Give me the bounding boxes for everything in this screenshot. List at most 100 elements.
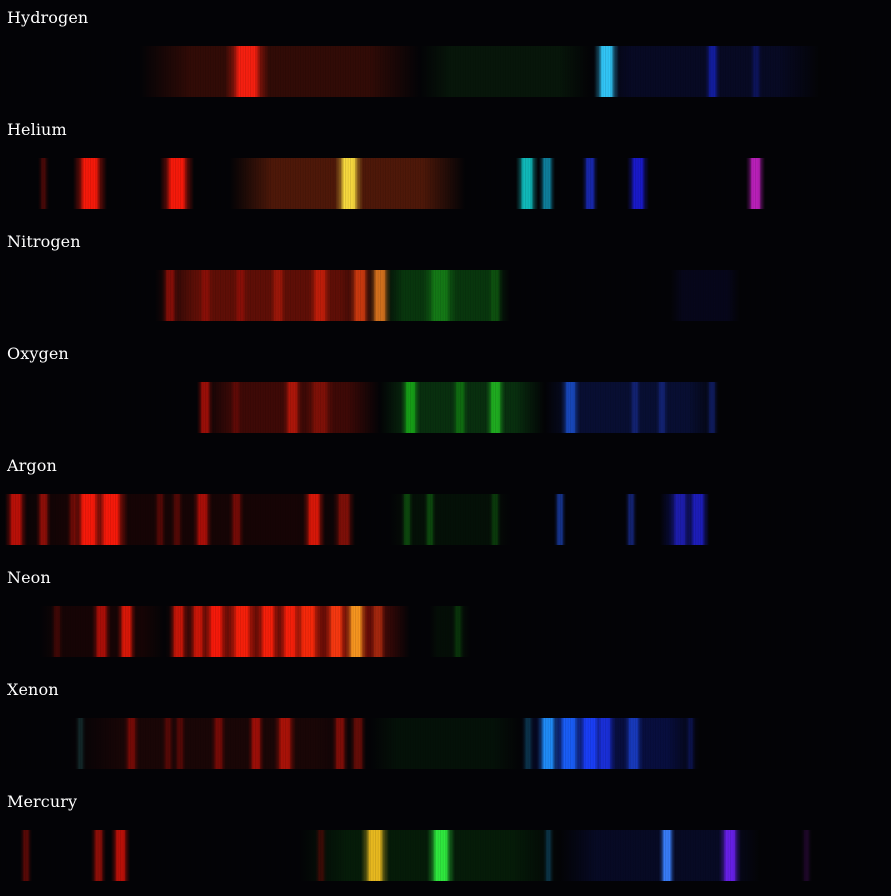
emission-line — [91, 606, 111, 657]
emission-line — [225, 46, 269, 97]
emission-line — [116, 606, 136, 657]
emission-line — [369, 270, 391, 321]
emission-line — [719, 830, 741, 881]
emission-line — [704, 46, 720, 97]
emission-line — [401, 494, 413, 545]
emission-spectrum — [0, 606, 891, 657]
emission-line — [335, 158, 363, 209]
emission-line — [594, 718, 616, 769]
spectrum-row-oxygen: Oxygen — [0, 336, 891, 448]
emission-line — [174, 718, 186, 769]
emission-line — [306, 382, 334, 433]
emission-line — [554, 494, 566, 545]
emission-line — [74, 718, 86, 769]
emission-line — [560, 382, 580, 433]
emission-line — [37, 158, 49, 209]
emission-line — [160, 158, 194, 209]
emission-line — [623, 718, 643, 769]
spectrum-row-nitrogen: Nitrogen — [0, 224, 891, 336]
emission-line — [750, 46, 762, 97]
element-label: Xenon — [7, 680, 59, 699]
emission-line — [332, 718, 348, 769]
emission-line — [800, 830, 812, 881]
emission-line — [537, 718, 559, 769]
emission-line — [228, 606, 256, 657]
emission-line — [5, 494, 27, 545]
emission-line — [248, 718, 264, 769]
spectrum-glow — [670, 270, 740, 321]
emission-line — [154, 494, 166, 545]
emission-line — [349, 270, 371, 321]
emission-line — [370, 606, 386, 657]
emission-line — [303, 494, 325, 545]
spectrum-row-neon: Neon — [0, 560, 891, 672]
emission-line — [94, 494, 128, 545]
element-label: Argon — [7, 456, 57, 475]
emission-line — [190, 606, 206, 657]
spectrum-glow — [430, 606, 470, 657]
emission-line — [171, 494, 183, 545]
emission-line — [270, 270, 286, 321]
emission-line — [257, 606, 279, 657]
emission-line — [625, 494, 637, 545]
emission-line — [629, 382, 641, 433]
emission-line — [210, 718, 226, 769]
emission-line — [294, 606, 322, 657]
emission-line — [345, 606, 367, 657]
emission-line — [205, 606, 227, 657]
emission-spectrum — [0, 718, 891, 769]
emission-line — [684, 718, 696, 769]
emission-line — [489, 494, 501, 545]
emission-line — [659, 830, 675, 881]
emission-line — [51, 606, 63, 657]
emission-line — [228, 494, 244, 545]
emission-line — [325, 606, 347, 657]
emission-line — [35, 494, 51, 545]
emission-line — [230, 382, 242, 433]
emission-line — [90, 830, 106, 881]
emission-spectrum — [0, 46, 891, 97]
emission-spectrum — [0, 270, 891, 321]
emission-line — [110, 830, 130, 881]
emission-line — [162, 718, 174, 769]
emission-spectrum — [0, 494, 891, 545]
emission-line — [423, 270, 457, 321]
emission-line — [73, 158, 107, 209]
spectrum-glow — [155, 270, 380, 321]
element-label: Oxygen — [7, 344, 69, 363]
emission-spectrum — [0, 158, 891, 209]
spectrum-row-helium: Helium — [0, 112, 891, 224]
spectrum-glow — [140, 46, 420, 97]
emission-line — [745, 158, 765, 209]
element-label: Mercury — [7, 792, 78, 811]
emission-line — [197, 382, 213, 433]
emission-line — [669, 494, 691, 545]
spectrum-row-argon: Argon — [0, 448, 891, 560]
emission-line — [309, 270, 331, 321]
emission-line — [168, 606, 188, 657]
emission-line — [627, 158, 649, 209]
emission-line — [452, 606, 464, 657]
emission-line — [487, 270, 503, 321]
emission-line — [452, 382, 468, 433]
emission-line — [282, 382, 302, 433]
emission-line — [516, 158, 538, 209]
emission-line — [232, 270, 248, 321]
spectrum-glow — [420, 46, 590, 97]
emission-line — [485, 382, 505, 433]
element-label: Neon — [7, 568, 51, 587]
emission-line — [162, 270, 178, 321]
spectrum-row-xenon: Xenon — [0, 672, 891, 784]
emission-line — [192, 494, 212, 545]
element-label: Helium — [7, 120, 67, 139]
emission-line — [197, 270, 213, 321]
emission-line — [706, 382, 718, 433]
emission-line — [333, 494, 355, 545]
spectrum-glow — [370, 718, 520, 769]
emission-line — [687, 494, 709, 545]
emission-spectrum — [0, 830, 891, 881]
emission-line — [522, 718, 534, 769]
emission-line — [20, 830, 32, 881]
emission-line — [361, 830, 389, 881]
